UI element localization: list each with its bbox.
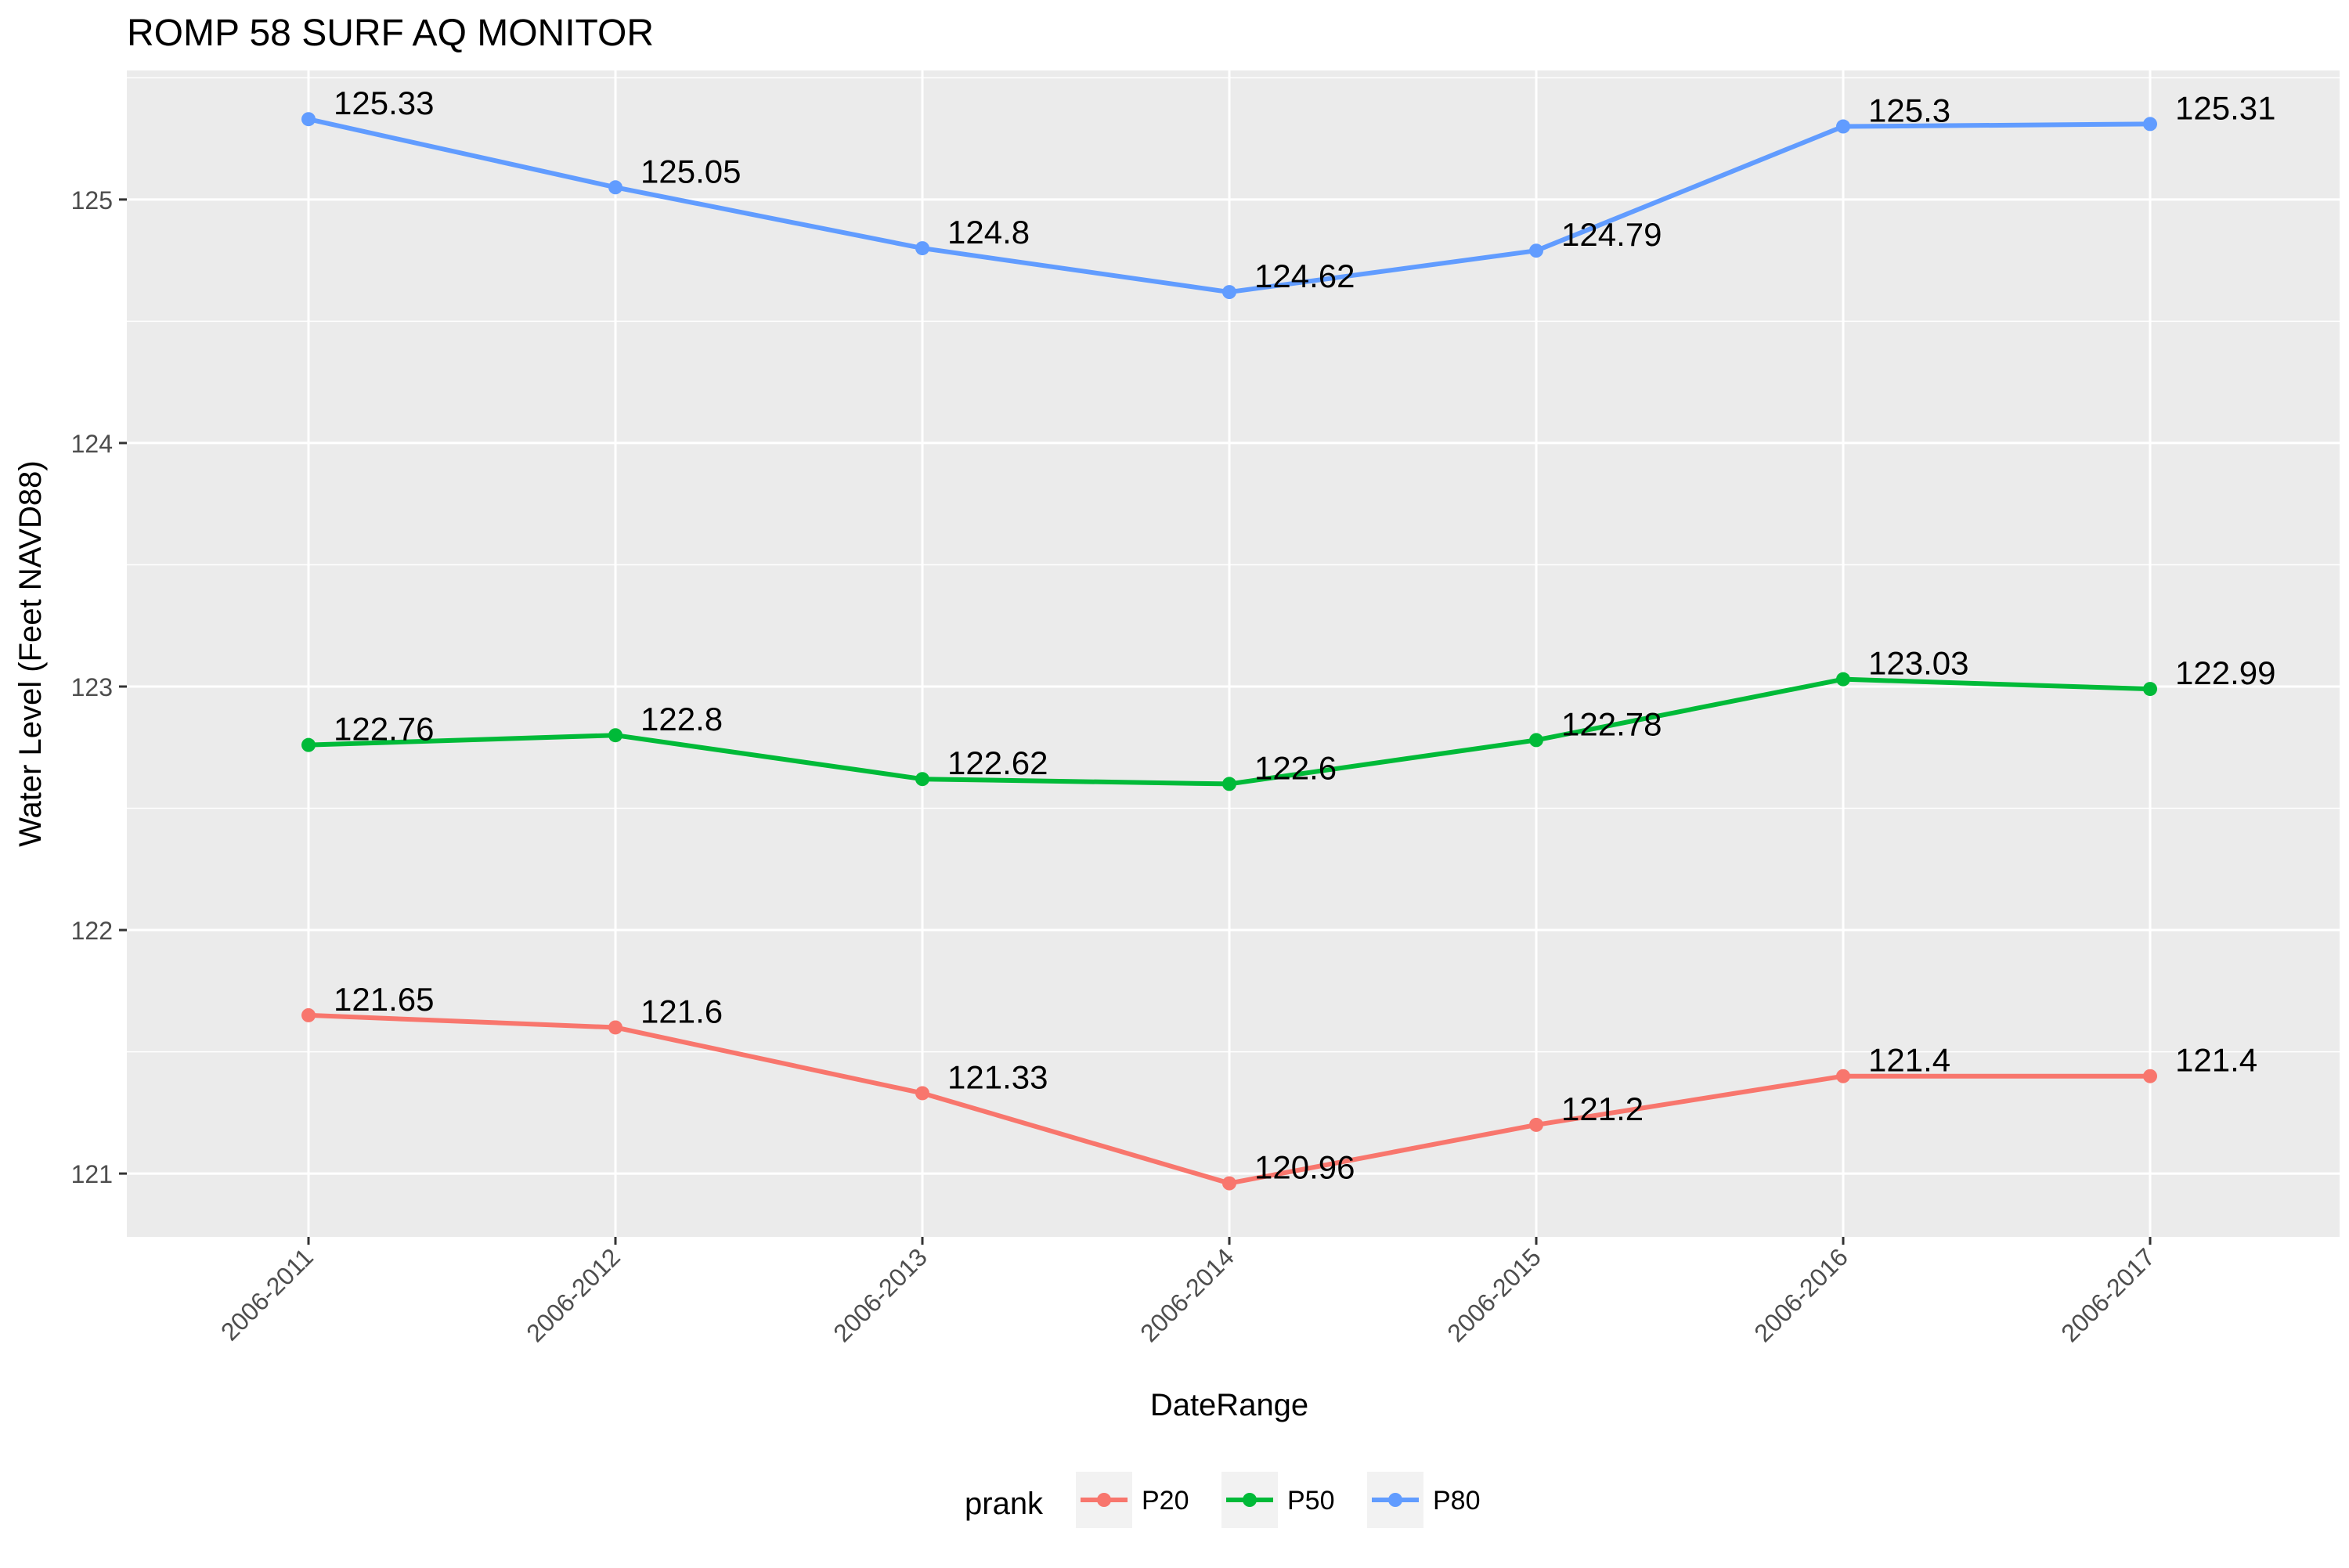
data-label-p20: 121.4 — [1868, 1042, 1950, 1079]
legend-items: P20 P50 P80 — [1076, 1472, 1481, 1528]
legend-key-point-p80 — [1388, 1493, 1402, 1507]
y-tick-label: 123 — [71, 673, 113, 701]
legend-key-point-p20 — [1097, 1493, 1111, 1507]
data-label-p50: 122.8 — [640, 701, 723, 737]
data-labels: 121.65 121.6 121.33 120.96 121.2 121.4 121.4 12… — [334, 85, 2275, 1185]
data-point-p80 — [915, 241, 929, 256]
legend-key-point-p50 — [1243, 1493, 1257, 1507]
data-label-p50: 122.6 — [1254, 749, 1337, 786]
data-label-p50: 122.78 — [1561, 705, 1662, 742]
data-label-p80: 125.33 — [334, 85, 434, 121]
data-label-p20: 121.65 — [334, 981, 434, 1018]
data-label-p80: 124.62 — [1254, 258, 1355, 294]
y-tick-label: 121 — [71, 1160, 113, 1188]
data-point-p20 — [915, 1086, 929, 1101]
data-point-p50 — [301, 737, 316, 752]
data-label-p80: 125.3 — [1868, 92, 1950, 129]
legend: prank P20 P50 P80 — [965, 1472, 1481, 1528]
data-label-p20: 120.96 — [1254, 1149, 1355, 1186]
y-tick-label: 124 — [71, 430, 113, 458]
data-point-p20 — [1836, 1069, 1850, 1083]
data-label-p20: 121.4 — [2175, 1042, 2257, 1079]
legend-label-p50: P50 — [1287, 1486, 1335, 1516]
legend-label-p80: P80 — [1433, 1486, 1481, 1516]
data-point-p20 — [1529, 1117, 1543, 1132]
data-label-p80: 125.31 — [2175, 89, 2275, 126]
data-label-p80: 125.05 — [640, 153, 741, 189]
data-point-p80 — [1529, 243, 1543, 258]
data-point-p50 — [608, 728, 622, 743]
data-label-p50: 122.76 — [334, 711, 434, 748]
data-point-p50 — [2143, 682, 2157, 697]
data-label-p50: 122.99 — [2175, 654, 2275, 691]
data-label-p20: 121.33 — [947, 1058, 1048, 1095]
legend-title: prank — [965, 1487, 1044, 1521]
data-point-p20 — [2143, 1069, 2157, 1083]
chart-title: ROMP 58 SURF AQ MONITOR — [127, 13, 654, 54]
legend-label-p20: P20 — [1142, 1486, 1189, 1516]
data-label-p20: 121.2 — [1561, 1090, 1644, 1127]
grid-layer — [127, 70, 2340, 1237]
data-point-p80 — [1836, 119, 1850, 134]
data-label-p20: 121.6 — [640, 993, 723, 1029]
y-tick-label: 122 — [71, 917, 113, 945]
data-label-p50: 123.03 — [1868, 645, 1968, 682]
data-point-p50 — [1836, 672, 1850, 687]
data-point-p50 — [1222, 777, 1236, 791]
data-label-p80: 124.8 — [947, 214, 1030, 251]
data-point-p80 — [301, 112, 316, 127]
data-point-p50 — [1529, 733, 1543, 748]
y-axis-title: Water Level (Feet NAVD88) — [13, 460, 48, 847]
data-label-p80: 124.79 — [1561, 216, 1662, 253]
data-label-p50: 122.62 — [947, 744, 1048, 781]
data-point-p20 — [608, 1020, 622, 1035]
plot-panel — [127, 70, 2340, 1237]
data-point-p80 — [1222, 285, 1236, 300]
x-axis-title: DateRange — [1150, 1388, 1308, 1422]
data-point-p50 — [915, 772, 929, 787]
y-tick-label: 125 — [71, 186, 113, 214]
data-point-p80 — [2143, 117, 2157, 132]
data-point-p20 — [1222, 1176, 1236, 1191]
data-point-p20 — [301, 1007, 316, 1022]
series-layer — [301, 112, 2157, 1191]
data-point-p80 — [608, 180, 622, 195]
